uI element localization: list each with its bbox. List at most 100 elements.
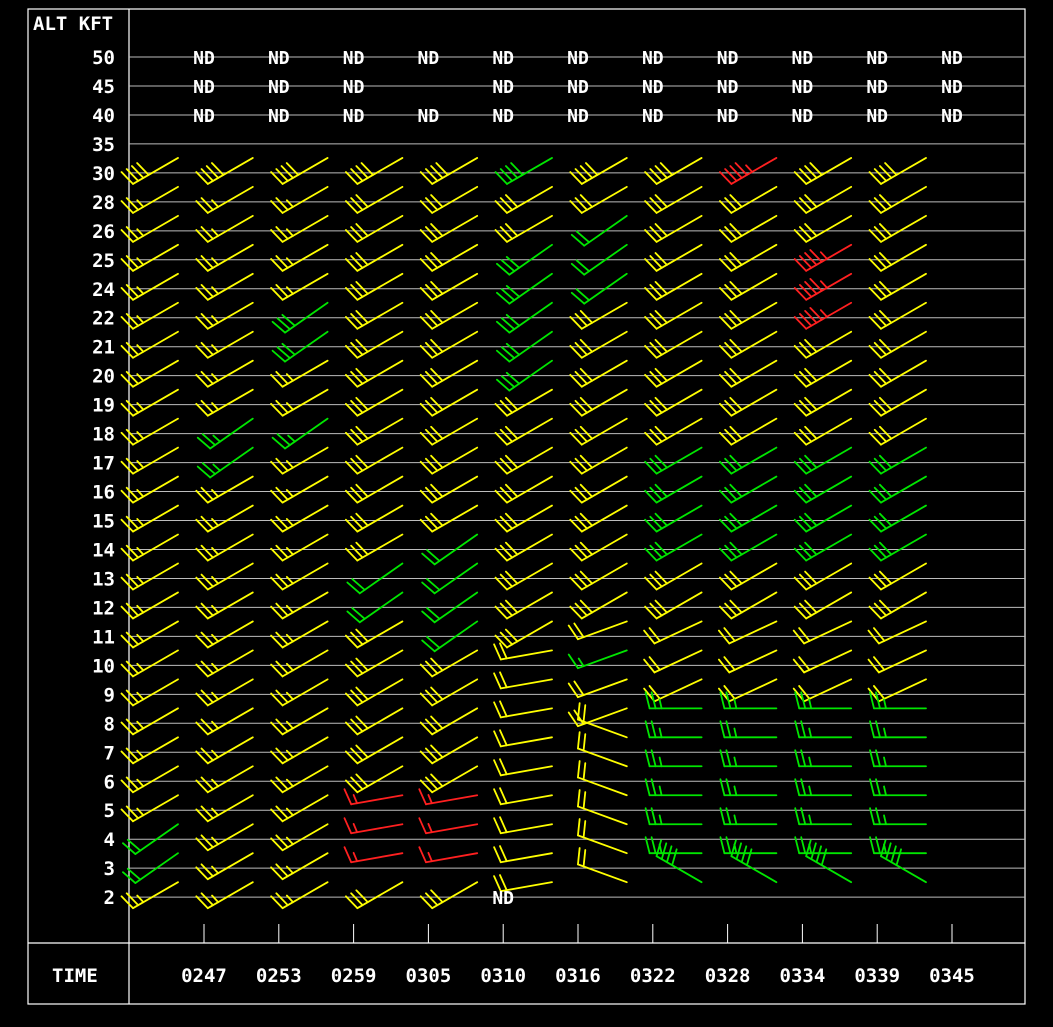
wind-barb <box>345 446 404 475</box>
wind-barb <box>868 157 927 185</box>
time-label-value: 0253 <box>256 965 302 987</box>
altitude-label: 40 <box>92 105 115 127</box>
wind-barb <box>793 185 853 214</box>
wind-barb <box>644 388 703 417</box>
altitude-label: 25 <box>92 250 115 272</box>
wind-barb <box>493 671 553 690</box>
wind-barb <box>270 794 329 823</box>
wind-barb <box>195 504 254 533</box>
wind-barb <box>717 620 778 645</box>
altitude-label: 12 <box>92 597 115 619</box>
time-label-value: 0334 <box>780 965 826 987</box>
wind-barb <box>345 272 404 301</box>
wind-barb <box>343 846 404 864</box>
wind-barb <box>868 591 927 620</box>
wind-barb <box>120 301 179 330</box>
time-label-value: 0259 <box>331 965 377 987</box>
nd-label: ND <box>492 106 514 127</box>
wind-barb <box>644 691 703 710</box>
wind-barb <box>805 839 853 884</box>
wind-barb <box>345 157 404 185</box>
wind-barb <box>869 807 927 826</box>
wind-barb <box>419 272 479 301</box>
wind-barb <box>195 272 254 301</box>
altitude-label: 45 <box>92 76 115 98</box>
wind-barb <box>569 591 628 620</box>
wind-barb <box>343 817 404 835</box>
wind-barb <box>419 330 479 359</box>
wind-barb <box>496 301 553 334</box>
wind-barb <box>270 446 329 475</box>
wind-barb <box>419 359 479 388</box>
wind-barb <box>577 760 628 797</box>
wind-barb <box>567 620 628 641</box>
altitude-label: 15 <box>92 511 115 533</box>
wind-barb <box>270 707 329 736</box>
wind-barb <box>346 591 404 624</box>
wind-barb <box>120 562 179 591</box>
wind-barb <box>494 620 553 649</box>
wind-barb <box>418 817 479 835</box>
wind-barb <box>346 562 404 595</box>
time-label-value: 0316 <box>555 965 601 987</box>
wind-barb <box>120 649 179 678</box>
outer-frame <box>27 8 1026 1005</box>
wind-barb <box>869 778 927 797</box>
wind-barb <box>270 823 329 852</box>
altitude-label: 9 <box>104 684 115 706</box>
wind-barb <box>120 157 179 185</box>
wind-barb <box>793 591 853 620</box>
wind-barb <box>719 778 778 797</box>
wind-barb <box>270 649 329 678</box>
wind-barb <box>345 475 404 504</box>
wind-barb <box>644 330 703 359</box>
time-label-value: 0345 <box>929 965 975 987</box>
altitude-label: 14 <box>92 539 115 561</box>
wind-barb <box>196 446 254 479</box>
wind-barb <box>270 243 329 272</box>
wind-barb <box>496 243 553 276</box>
wind-barb <box>419 736 479 765</box>
wind-barb <box>868 330 927 359</box>
wind-barb <box>569 185 628 214</box>
altitude-label: 18 <box>92 424 115 446</box>
wind-barb <box>421 620 479 653</box>
altitude-label: 6 <box>104 771 115 793</box>
wind-barb <box>419 881 479 910</box>
wind-barb <box>120 446 179 475</box>
grid-lines <box>129 56 1025 898</box>
wind-barb <box>793 330 853 359</box>
wind-barb <box>270 852 329 881</box>
altitude-label: 11 <box>92 626 115 648</box>
wind-barb <box>345 504 404 533</box>
altitude-label: 26 <box>92 221 115 243</box>
no-data-labels: ND ND ND ND ND ND ND ND ND ND ND ND ND ND ND ND ND ND ND ND… <box>193 48 963 909</box>
time-label-value: 0305 <box>406 965 452 987</box>
wind-barb <box>644 359 703 388</box>
wind-barb <box>345 620 404 649</box>
wind-barb <box>419 157 479 185</box>
wind-barb <box>644 157 703 185</box>
wind-barb <box>567 649 628 670</box>
nd-label: ND <box>941 48 963 69</box>
wind-barb <box>719 330 778 359</box>
wind-barb <box>719 185 778 214</box>
wind-barb <box>719 807 778 826</box>
wind-barb <box>195 591 254 620</box>
time-label-value: 0310 <box>480 965 526 987</box>
wind-barb <box>793 562 853 591</box>
wind-barb <box>493 845 553 864</box>
wind-barb <box>644 272 703 301</box>
nd-label: ND <box>343 106 365 127</box>
wind-barb <box>419 301 479 330</box>
wind-barb <box>719 243 778 272</box>
altitude-label: 20 <box>92 366 115 388</box>
wind-barb <box>195 765 254 794</box>
wind-barb <box>270 533 329 562</box>
wind-barb <box>719 301 778 330</box>
wind-barb <box>869 691 927 710</box>
nd-label: ND <box>418 106 440 127</box>
wind-barb <box>195 852 254 881</box>
wind-barb <box>794 807 853 826</box>
wind-barb <box>419 446 479 475</box>
